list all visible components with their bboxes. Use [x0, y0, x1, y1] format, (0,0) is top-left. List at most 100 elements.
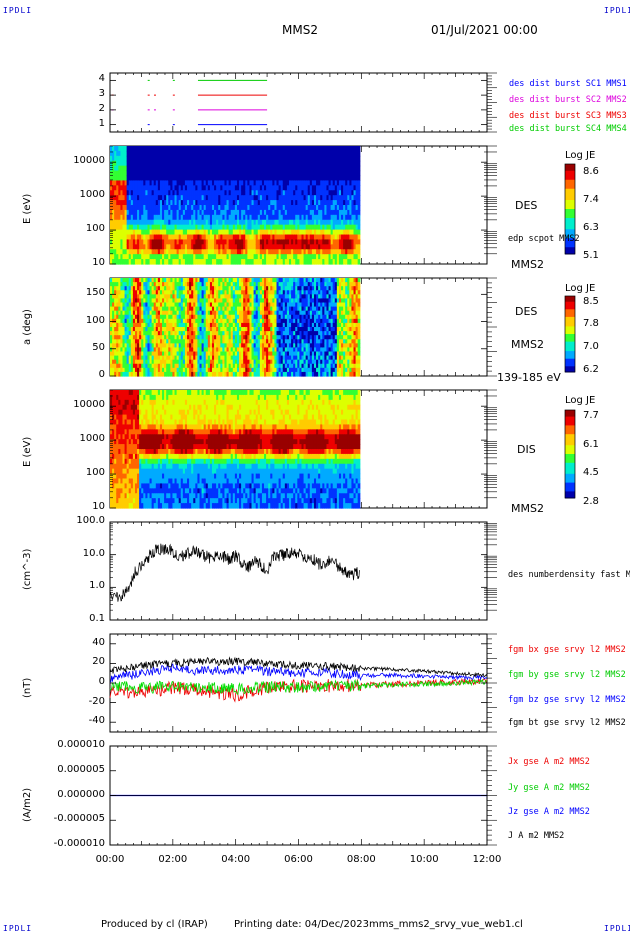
des-pitch-cell: [195, 371, 199, 377]
des-energy-cell: [157, 209, 161, 216]
des-pitch-cell: [130, 359, 134, 365]
des-energy-cell: [286, 146, 290, 152]
des-pitch-cell: [114, 363, 117, 369]
des-energy-cell: [288, 190, 292, 196]
des-energy-cell: [228, 150, 232, 157]
des-energy-cell: [232, 200, 236, 206]
des-energy-cell: [147, 200, 151, 206]
des-energy-cell: [155, 180, 159, 186]
des-energy-cell: [178, 214, 182, 221]
des-energy-cell: [110, 239, 113, 245]
des-energy-cell: [155, 224, 159, 231]
des-pitch-cell: [201, 331, 205, 336]
des-energy-cell: [278, 170, 282, 177]
des-pitch-cell: [143, 335, 146, 340]
des-energy-cell: [203, 170, 207, 177]
des-energy-cell: [172, 259, 176, 265]
des-energy-cell: [197, 175, 201, 182]
des-pitch-cell: [141, 282, 144, 287]
des-pitch-cell: [197, 282, 201, 287]
des-energy-cell: [214, 200, 217, 206]
des-pitch-cell: [230, 322, 234, 328]
des-energy-cell: [334, 165, 338, 172]
des-energy-cell: [236, 160, 240, 167]
des-energy-cell: [153, 259, 157, 265]
des-energy-cell: [203, 244, 207, 250]
des-pitch-cell: [134, 363, 138, 369]
des-energy-cell: [247, 244, 251, 250]
des-pitch-cell: [149, 351, 153, 357]
des-pitch-cell: [193, 351, 196, 357]
des-energy-cell: [180, 185, 184, 191]
des-energy-cell: [137, 190, 140, 196]
des-energy-cell: [184, 244, 188, 250]
des-energy-cell: [170, 185, 174, 191]
des-pitch-cell: [126, 363, 130, 369]
des-energy-cell: [253, 249, 257, 255]
des-energy-cell: [222, 155, 226, 162]
des-energy-cell: [112, 234, 115, 241]
des-energy-cell: [203, 150, 207, 157]
des-energy-cell: [334, 205, 338, 211]
des-pitch-cell: [130, 355, 134, 361]
des-pitch-cell: [170, 359, 174, 365]
des-pitch-cell: [172, 306, 176, 312]
des-energy-cell: [153, 180, 157, 186]
des-pitch-cell: [147, 298, 151, 304]
des-energy-cell: [216, 209, 219, 216]
des-energy-cell: [316, 259, 319, 265]
des-energy-cell: [207, 229, 211, 236]
des-energy-cell: [132, 160, 136, 167]
des-energy-cell: [218, 170, 221, 177]
des-energy-cell: [166, 254, 169, 260]
des-pitch-cell: [139, 367, 142, 373]
des-energy-cell: [180, 259, 184, 265]
des-energy-cell: [178, 239, 182, 245]
des-energy-cell: [147, 214, 151, 221]
des-pitch-cell: [159, 343, 163, 349]
des-pitch-cell: [110, 278, 113, 283]
des-energy-cell: [118, 205, 122, 211]
des-pitch-cell: [134, 351, 138, 357]
des-energy-cell: [291, 244, 294, 250]
des-energy-cell: [291, 234, 294, 241]
des-pitch-cell: [207, 286, 211, 291]
des-energy-cell: [255, 224, 259, 231]
des-energy-cell: [211, 234, 215, 241]
des-energy-cell: [280, 185, 284, 191]
des-energy-cell: [126, 259, 130, 265]
des-pitch-cell: [187, 351, 190, 357]
des-energy-cell: [322, 229, 325, 236]
des-pitch-cell: [180, 327, 184, 332]
des-energy-cell: [201, 180, 205, 186]
des-pitch-cell: [184, 306, 188, 312]
des-energy-cell: [205, 160, 209, 167]
des-pitch-cell: [147, 314, 151, 320]
des-energy-cell: [272, 219, 276, 226]
des-energy-cell: [328, 146, 332, 152]
des-pitch-cell: [118, 322, 122, 328]
des-energy-cell: [114, 200, 117, 206]
des-pitch-cell: [166, 331, 169, 336]
des-energy-cell: [301, 185, 305, 191]
des-pitch-cell: [145, 331, 149, 336]
des-energy-cell: [124, 170, 128, 177]
des-pitch-cell: [162, 310, 165, 316]
des-energy-cell: [268, 165, 271, 172]
des-energy-cell: [251, 190, 255, 196]
des-pitch-cell: [159, 310, 163, 316]
des-energy-cell: [326, 219, 330, 226]
des-energy-cell: [178, 249, 182, 255]
des-pitch-cell: [193, 282, 196, 287]
des-energy-cell: [118, 249, 122, 255]
des-energy-cell: [282, 195, 286, 201]
des-energy-cell: [178, 219, 182, 226]
des-energy-cell: [159, 234, 163, 241]
des-energy-cell: [264, 195, 267, 201]
des-energy-cell: [149, 146, 153, 152]
des-energy-cell: [226, 195, 230, 201]
des-energy-cell: [153, 165, 157, 172]
des-energy-cell: [205, 170, 209, 177]
des-energy-cell: [130, 214, 134, 221]
des-energy-cell: [318, 146, 321, 152]
